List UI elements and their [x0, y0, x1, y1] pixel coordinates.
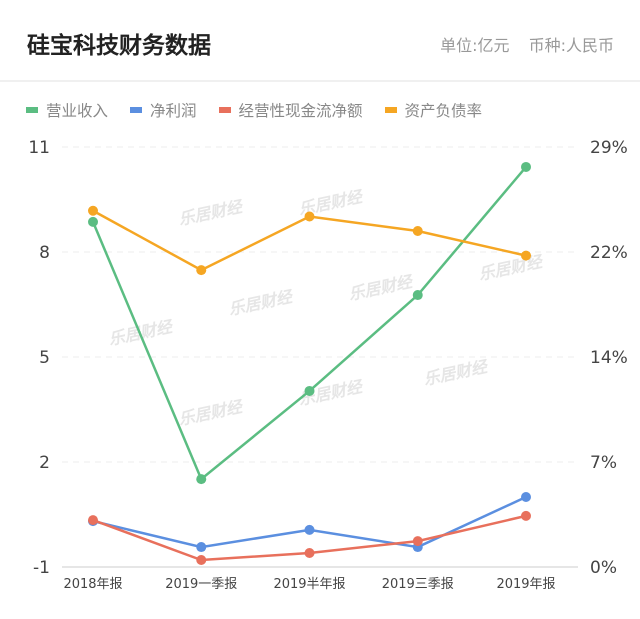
data-point: [88, 205, 98, 216]
chart-meta: 单位:亿元 币种:人民币: [426, 32, 614, 56]
left-tick-label: 5: [39, 348, 50, 368]
data-point: [88, 216, 98, 227]
watermark: 乐居财经: [227, 287, 296, 319]
x-tick-label: 2019一季报: [165, 577, 237, 592]
currency-label: 币种:人民币: [528, 36, 614, 55]
x-tick-label: 2019三季报: [382, 577, 454, 592]
watermark: 乐居财经: [177, 397, 246, 429]
watermark: 乐居财经: [107, 317, 176, 349]
legend-item-debt-ratio[interactable]: 资产负债率: [384, 99, 483, 121]
legend-swatch: [384, 107, 397, 113]
legend-swatch: [26, 107, 38, 113]
x-tick-label: 2019半年报: [273, 577, 345, 592]
data-point: [88, 515, 98, 526]
page-title: 硅宝科技财务数据: [27, 33, 211, 59]
left-tick-label: 8: [39, 243, 50, 263]
watermark: 乐居财经: [347, 272, 416, 304]
unit-label: 单位:亿元: [440, 36, 510, 55]
data-point: [304, 524, 315, 535]
data-point: [304, 385, 315, 396]
left-tick-label: -1: [33, 558, 50, 578]
legend-label: 经营性现金流净额: [238, 102, 363, 120]
legend-label: 营业收入: [46, 102, 109, 120]
legend: 营业收入 净利润 经营性现金流净额 资产负债率: [26, 99, 482, 121]
legend-label: 净利润: [150, 102, 197, 120]
x-tick-label: 2019年报: [496, 577, 555, 592]
series-line: [92, 495, 527, 549]
watermark: 乐居财经: [177, 197, 246, 229]
x-tick-label: 2018年报: [63, 577, 122, 592]
right-tick-label: 22%: [590, 243, 628, 263]
right-tick-label: 0%: [590, 558, 617, 578]
data-point: [412, 226, 423, 236]
data-point: [521, 161, 531, 172]
data-point: [521, 250, 531, 261]
watermark: 乐居财经: [477, 252, 546, 284]
right-tick-label: 29%: [590, 138, 628, 158]
data-point: [196, 555, 207, 565]
watermark: 乐居财经: [422, 357, 491, 389]
legend-item-net-profit[interactable]: 净利润: [130, 99, 197, 121]
right-tick-label: 14%: [590, 348, 628, 368]
legend-swatch: [218, 107, 231, 113]
data-point: [196, 474, 207, 485]
legend-item-revenue[interactable]: 营业收入: [26, 99, 108, 121]
data-point: [304, 548, 315, 558]
data-point: [412, 290, 423, 301]
data-point: [521, 492, 531, 502]
right-tick-label: 7%: [590, 453, 617, 473]
data-point: [304, 211, 315, 222]
left-tick-label: 11: [28, 138, 50, 158]
left-tick-label: 2: [39, 453, 50, 473]
data-point: [196, 542, 207, 553]
data-point: [196, 265, 207, 276]
data-point: [412, 536, 423, 547]
legend-label: 资产负债率: [404, 102, 483, 120]
legend-item-cash-flow[interactable]: 经营性现金流净额: [218, 99, 363, 121]
legend-swatch: [130, 107, 143, 113]
divider: [0, 80, 640, 82]
data-point: [521, 510, 531, 521]
